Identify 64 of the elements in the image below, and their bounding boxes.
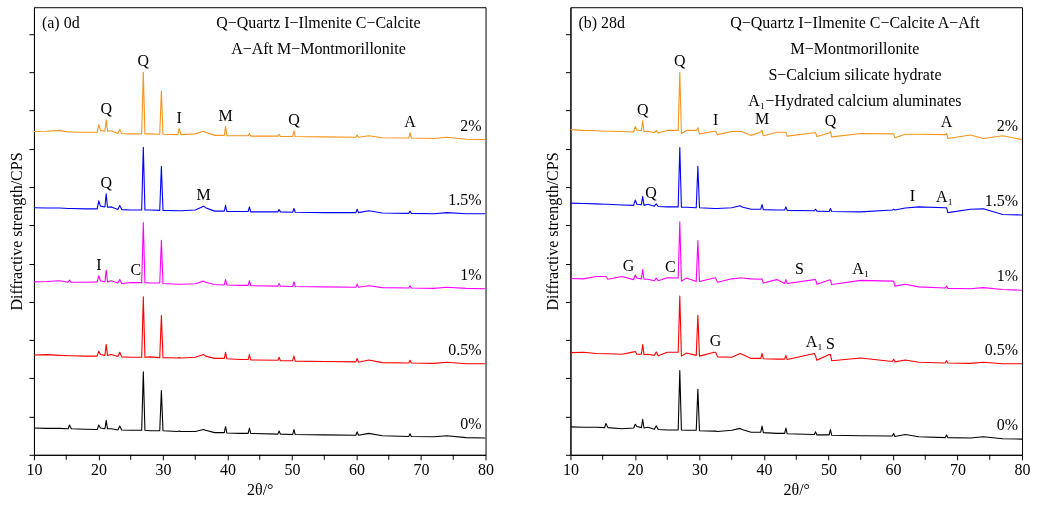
x-tick-label: 70 — [413, 461, 430, 479]
x-tick-label: 40 — [756, 461, 773, 479]
annotation: I — [176, 108, 182, 126]
x-axis-title: 2θ/° — [783, 481, 810, 499]
x-tick-label: 80 — [478, 461, 495, 479]
text: M−Montmorillonite — [790, 40, 920, 58]
annotation: A — [404, 112, 417, 130]
annotation: Q — [674, 52, 687, 70]
annotation: M — [218, 106, 233, 124]
series-label: 2% — [996, 116, 1019, 134]
series-label: 1.5% — [984, 191, 1019, 209]
annotation: Q — [824, 111, 837, 129]
annotation: G — [622, 256, 635, 274]
annotation: Q — [100, 99, 113, 117]
chart-title: (b) 28d — [578, 14, 626, 33]
annotation: Q — [645, 183, 658, 201]
annotation: I — [96, 255, 102, 273]
x-tick-label: 20 — [90, 461, 107, 479]
annotation: A₁ — [936, 187, 954, 205]
annotation: G — [709, 332, 722, 350]
x-tick-label: 10 — [562, 461, 579, 479]
annotation: I — [909, 186, 916, 204]
text: A−Aft M−Montmorillonite — [231, 40, 406, 58]
x-tick-label: 40 — [220, 461, 236, 479]
text: Q−Quartz I−Ilmenite C−Calcite — [216, 14, 421, 32]
chart-title: (a) 0d — [41, 14, 80, 33]
x-tick-label: 50 — [821, 461, 837, 479]
annotation: M — [196, 186, 211, 204]
annotation: A₁ — [805, 333, 823, 351]
annotation: C — [130, 260, 142, 278]
series-label: 1% — [460, 265, 482, 283]
y-axis-title: Diffractive strength/CPS — [7, 152, 26, 311]
x-tick-label: 20 — [627, 461, 644, 479]
y-axis-title: Diffractive strength/CPS — [544, 152, 563, 311]
x-axis-title: 2θ/° — [247, 481, 274, 499]
annotation: S−Calcium silicate hydrate — [768, 66, 942, 85]
x-tick-label: 70 — [950, 461, 967, 479]
annotation: S — [825, 334, 835, 352]
annotation: Q — [100, 173, 113, 191]
annotation: A — [940, 113, 953, 131]
annotation: A₁−Hydrated calcium aluminates — [748, 92, 962, 111]
series-label: 1.5% — [448, 190, 482, 208]
x-tick-label: 60 — [349, 461, 366, 479]
x-tick-label: 30 — [691, 461, 708, 479]
annotation: S — [795, 259, 804, 277]
annotation: Q — [636, 100, 649, 118]
annotation: C — [665, 257, 676, 275]
series-label: 0.5% — [984, 340, 1019, 358]
series-label: 2% — [460, 116, 482, 134]
x-tick-label: 50 — [284, 461, 301, 479]
annotation: A₁ — [852, 260, 870, 278]
series-label: 0% — [996, 416, 1019, 434]
series-label: 1% — [996, 267, 1019, 285]
x-tick-label: 30 — [155, 461, 172, 479]
series-label: 0.5% — [448, 340, 482, 358]
text: Q−Quartz I−Ilmenite C−Calcite A−Aft — [730, 14, 981, 32]
series-label: 0% — [460, 414, 482, 432]
x-tick-label: 60 — [885, 461, 902, 479]
annotation: M — [754, 110, 770, 128]
annotation: Q — [137, 52, 150, 70]
x-tick-label: 10 — [26, 461, 43, 479]
annotation: I — [712, 111, 719, 129]
annotation: Q — [288, 110, 301, 128]
x-tick-label: 80 — [1014, 461, 1031, 479]
